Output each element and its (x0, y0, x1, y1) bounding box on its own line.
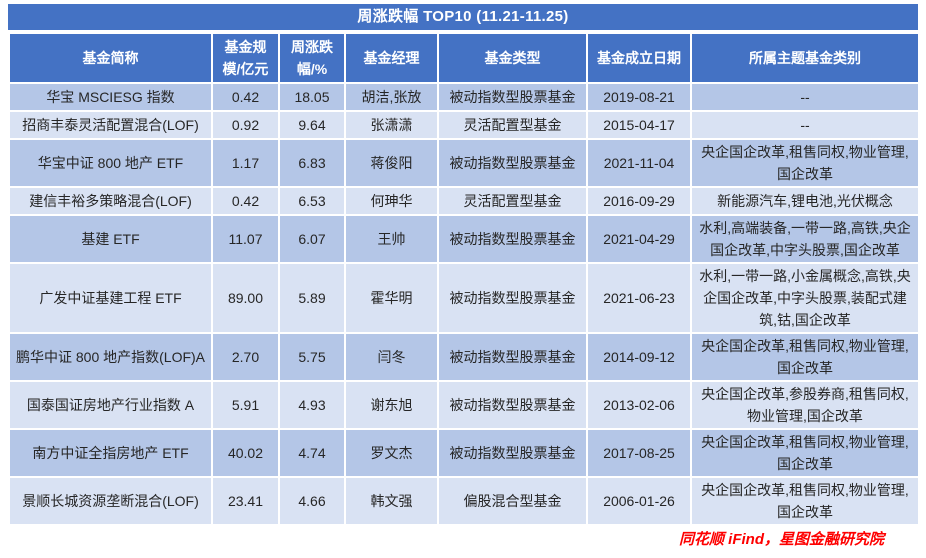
column-header-fund-scale: 基金规模/亿元 (211, 32, 280, 84)
cell-fund-name: 南方中证全指房地产 ETF (8, 428, 213, 478)
cell-fund-manager: 胡洁,张放 (344, 82, 439, 112)
cell-fund-scale: 0.42 (211, 82, 280, 112)
cell-inception-date: 2016-09-29 (586, 186, 692, 216)
cell-fund-name: 基建 ETF (8, 214, 213, 264)
cell-fund-scale: 2.70 (211, 332, 280, 382)
cell-inception-date: 2015-04-17 (586, 110, 692, 140)
table-row: 国泰国证房地产行业指数 A 5.91 4.93 谢东旭 被动指数型股票基金 2013-02… (8, 380, 920, 430)
cell-inception-date: 2006-01-26 (586, 476, 692, 526)
cell-theme-categories: 水利,高端装备,一带一路,高铁,央企国企改革,中字头股票,国企改革 (690, 214, 920, 264)
header-row: 基金简称 基金规模/亿元 周涨跌幅/% 基金经理 基金类型 基金成立日期 所属主… (8, 32, 920, 84)
table-row: 景顺长城资源垄断混合(LOF) 23.41 4.66 韩文强 偏股混合型基金 2006-0… (8, 476, 920, 526)
cell-fund-scale: 0.92 (211, 110, 280, 140)
column-header-fund-type: 基金类型 (437, 32, 588, 84)
cell-theme-categories: -- (690, 82, 920, 112)
cell-inception-date: 2019-08-21 (586, 82, 692, 112)
cell-fund-scale: 1.17 (211, 138, 280, 188)
cell-fund-type: 被动指数型股票基金 (437, 82, 588, 112)
cell-fund-scale: 11.07 (211, 214, 280, 264)
cell-inception-date: 2017-08-25 (586, 428, 692, 478)
cell-fund-type: 灵活配置型基金 (437, 186, 588, 216)
table-row: 华宝 MSCIESG 指数 0.42 18.05 胡洁,张放 被动指数型股票基金 2019… (8, 82, 920, 112)
cell-theme-categories: 央企国企改革,租售同权,物业管理,国企改革 (690, 138, 920, 188)
cell-fund-manager: 何珅华 (344, 186, 439, 216)
table-row: 南方中证全指房地产 ETF 40.02 4.74 罗文杰 被动指数型股票基金 2017-0… (8, 428, 920, 478)
cell-fund-manager: 王帅 (344, 214, 439, 264)
cell-weekly-change: 4.93 (278, 380, 346, 430)
cell-fund-manager: 霍华明 (344, 262, 439, 334)
cell-theme-categories: 央企国企改革,租售同权,物业管理,国企改革 (690, 476, 920, 526)
cell-fund-name: 广发中证基建工程 ETF (8, 262, 213, 334)
table-row: 建信丰裕多策略混合(LOF) 0.42 6.53 何珅华 灵活配置型基金 2016-09-… (8, 186, 920, 216)
cell-fund-type: 被动指数型股票基金 (437, 214, 588, 264)
column-header-inception-date: 基金成立日期 (586, 32, 692, 84)
cell-fund-scale: 0.42 (211, 186, 280, 216)
fund-table: 基金简称 基金规模/亿元 周涨跌幅/% 基金经理 基金类型 基金成立日期 所属主… (8, 32, 920, 526)
cell-weekly-change: 6.83 (278, 138, 346, 188)
cell-fund-type: 被动指数型股票基金 (437, 428, 588, 478)
cell-fund-name: 景顺长城资源垄断混合(LOF) (8, 476, 213, 526)
source-attribution: 同花顺 iFind，星图金融研究院 (679, 531, 884, 548)
cell-inception-date: 2014-09-12 (586, 332, 692, 382)
cell-fund-manager: 谢东旭 (344, 380, 439, 430)
cell-weekly-change: 6.53 (278, 186, 346, 216)
fund-table-body: 华宝 MSCIESG 指数 0.42 18.05 胡洁,张放 被动指数型股票基金 2019… (8, 82, 920, 526)
column-header-weekly-change: 周涨跌幅/% (278, 32, 346, 84)
cell-fund-type: 被动指数型股票基金 (437, 380, 588, 430)
cell-theme-categories: 央企国企改革,租售同权,物业管理,国企改革 (690, 428, 920, 478)
cell-fund-type: 被动指数型股票基金 (437, 262, 588, 334)
cell-fund-manager: 闫冬 (344, 332, 439, 382)
table-row: 广发中证基建工程 ETF 89.00 5.89 霍华明 被动指数型股票基金 2021-06… (8, 262, 920, 334)
cell-theme-categories: 央企国企改革,参股券商,租售同权,物业管理,国企改革 (690, 380, 920, 430)
table-row: 招商丰泰灵活配置混合(LOF) 0.92 9.64 张潇潇 灵活配置型基金 2015-04… (8, 110, 920, 140)
cell-weekly-change: 6.07 (278, 214, 346, 264)
cell-fund-manager: 蒋俊阳 (344, 138, 439, 188)
cell-theme-categories: 央企国企改革,租售同权,物业管理,国企改革 (690, 332, 920, 382)
cell-weekly-change: 5.89 (278, 262, 346, 334)
cell-fund-type: 偏股混合型基金 (437, 476, 588, 526)
cell-inception-date: 2021-06-23 (586, 262, 692, 334)
cell-fund-type: 灵活配置型基金 (437, 110, 588, 140)
cell-fund-name: 招商丰泰灵活配置混合(LOF) (8, 110, 213, 140)
cell-inception-date: 2013-02-06 (586, 380, 692, 430)
cell-fund-type: 被动指数型股票基金 (437, 332, 588, 382)
cell-fund-name: 华宝 MSCIESG 指数 (8, 82, 213, 112)
table-row: 鹏华中证 800 地产指数(LOF)A 2.70 5.75 闫冬 被动指数型股票基金 20… (8, 332, 920, 382)
cell-fund-type: 被动指数型股票基金 (437, 138, 588, 188)
column-header-theme-categories: 所属主题基金类别 (690, 32, 920, 84)
cell-weekly-change: 4.74 (278, 428, 346, 478)
cell-inception-date: 2021-11-04 (586, 138, 692, 188)
cell-weekly-change: 9.64 (278, 110, 346, 140)
cell-fund-scale: 89.00 (211, 262, 280, 334)
cell-fund-scale: 40.02 (211, 428, 280, 478)
cell-fund-manager: 张潇潇 (344, 110, 439, 140)
cell-fund-scale: 23.41 (211, 476, 280, 526)
cell-fund-manager: 韩文强 (344, 476, 439, 526)
cell-fund-name: 鹏华中证 800 地产指数(LOF)A (8, 332, 213, 382)
cell-weekly-change: 18.05 (278, 82, 346, 112)
cell-fund-manager: 罗文杰 (344, 428, 439, 478)
table-row: 华宝中证 800 地产 ETF 1.17 6.83 蒋俊阳 被动指数型股票基金 2021-… (8, 138, 920, 188)
cell-fund-name: 建信丰裕多策略混合(LOF) (8, 186, 213, 216)
cell-theme-categories: 水利,一带一路,小金属概念,高铁,央企国企改革,中字头股票,装配式建筑,钴,国企… (690, 262, 920, 334)
column-header-fund-manager: 基金经理 (344, 32, 439, 84)
table-row: 基建 ETF 11.07 6.07 王帅 被动指数型股票基金 2021-04-29 水利,高… (8, 214, 920, 264)
table-title: 周涨跌幅 TOP10 (11.21-11.25) (8, 4, 918, 30)
cell-fund-scale: 5.91 (211, 380, 280, 430)
cell-inception-date: 2021-04-29 (586, 214, 692, 264)
fund-table-header: 基金简称 基金规模/亿元 周涨跌幅/% 基金经理 基金类型 基金成立日期 所属主… (8, 32, 920, 84)
cell-fund-name: 国泰国证房地产行业指数 A (8, 380, 213, 430)
cell-weekly-change: 5.75 (278, 332, 346, 382)
cell-theme-categories: 新能源汽车,锂电池,光伏概念 (690, 186, 920, 216)
column-header-fund-name: 基金简称 (8, 32, 213, 84)
cell-fund-name: 华宝中证 800 地产 ETF (8, 138, 213, 188)
cell-weekly-change: 4.66 (278, 476, 346, 526)
cell-theme-categories: -- (690, 110, 920, 140)
